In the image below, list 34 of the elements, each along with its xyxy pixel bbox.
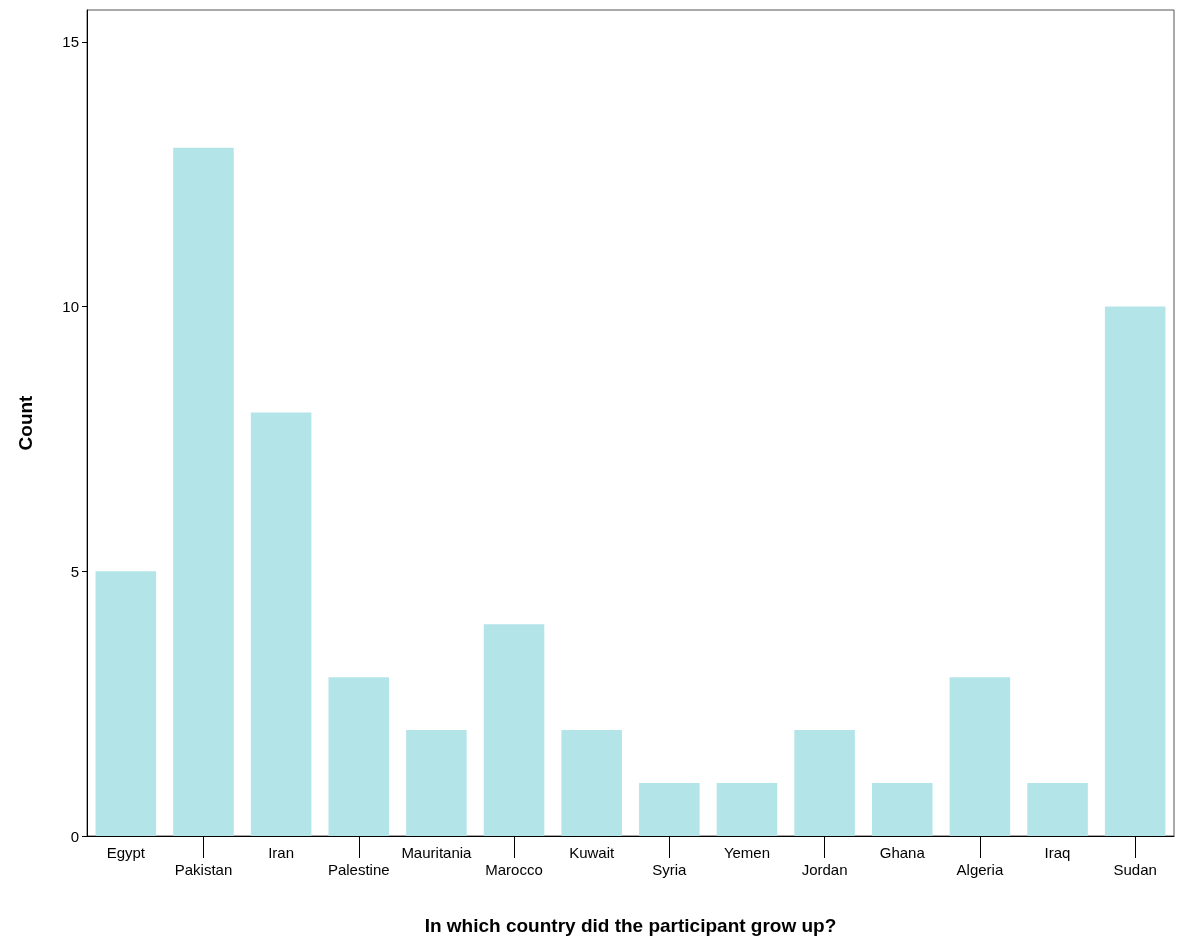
y-tick-label: 0 xyxy=(70,827,79,845)
x-tick-label: Palestine xyxy=(327,861,390,878)
x-tick-label: Ghana xyxy=(879,844,926,861)
x-tick-label: Sudan xyxy=(1113,861,1157,878)
bar xyxy=(871,783,933,836)
bar xyxy=(949,677,1011,836)
x-tick-label: Syria xyxy=(652,861,688,878)
x-tick-label: Iraq xyxy=(1044,844,1071,861)
bar xyxy=(794,730,855,836)
y-tick-label: 5 xyxy=(70,562,79,580)
x-axis-title: In which country did the participant grow up? xyxy=(424,915,837,936)
y-tick-label: 10 xyxy=(62,298,79,316)
y-tick-label: 15 xyxy=(62,33,79,51)
bar xyxy=(1104,306,1166,836)
bar xyxy=(250,412,312,836)
bar xyxy=(639,783,700,836)
x-tick-label: Kuwait xyxy=(569,844,616,861)
bar xyxy=(406,730,467,836)
bar xyxy=(483,624,545,836)
x-tick-label: Marocco xyxy=(485,861,543,878)
x-tick-label: Pakistan xyxy=(174,861,233,878)
x-tick-label: Algeria xyxy=(956,861,1004,878)
x-tick-label: Yemen xyxy=(723,844,771,861)
bar xyxy=(328,677,390,836)
bar xyxy=(561,730,622,836)
x-tick-label: Egypt xyxy=(106,844,146,861)
bar xyxy=(1027,783,1088,836)
y-axis-title: Count xyxy=(15,394,36,451)
x-tick-label: Iran xyxy=(268,844,295,861)
x-tick-label: Jordan xyxy=(801,861,848,878)
bar xyxy=(95,571,157,836)
bar xyxy=(173,147,234,836)
x-tick-label: Mauritania xyxy=(401,844,473,861)
bar xyxy=(716,783,778,836)
